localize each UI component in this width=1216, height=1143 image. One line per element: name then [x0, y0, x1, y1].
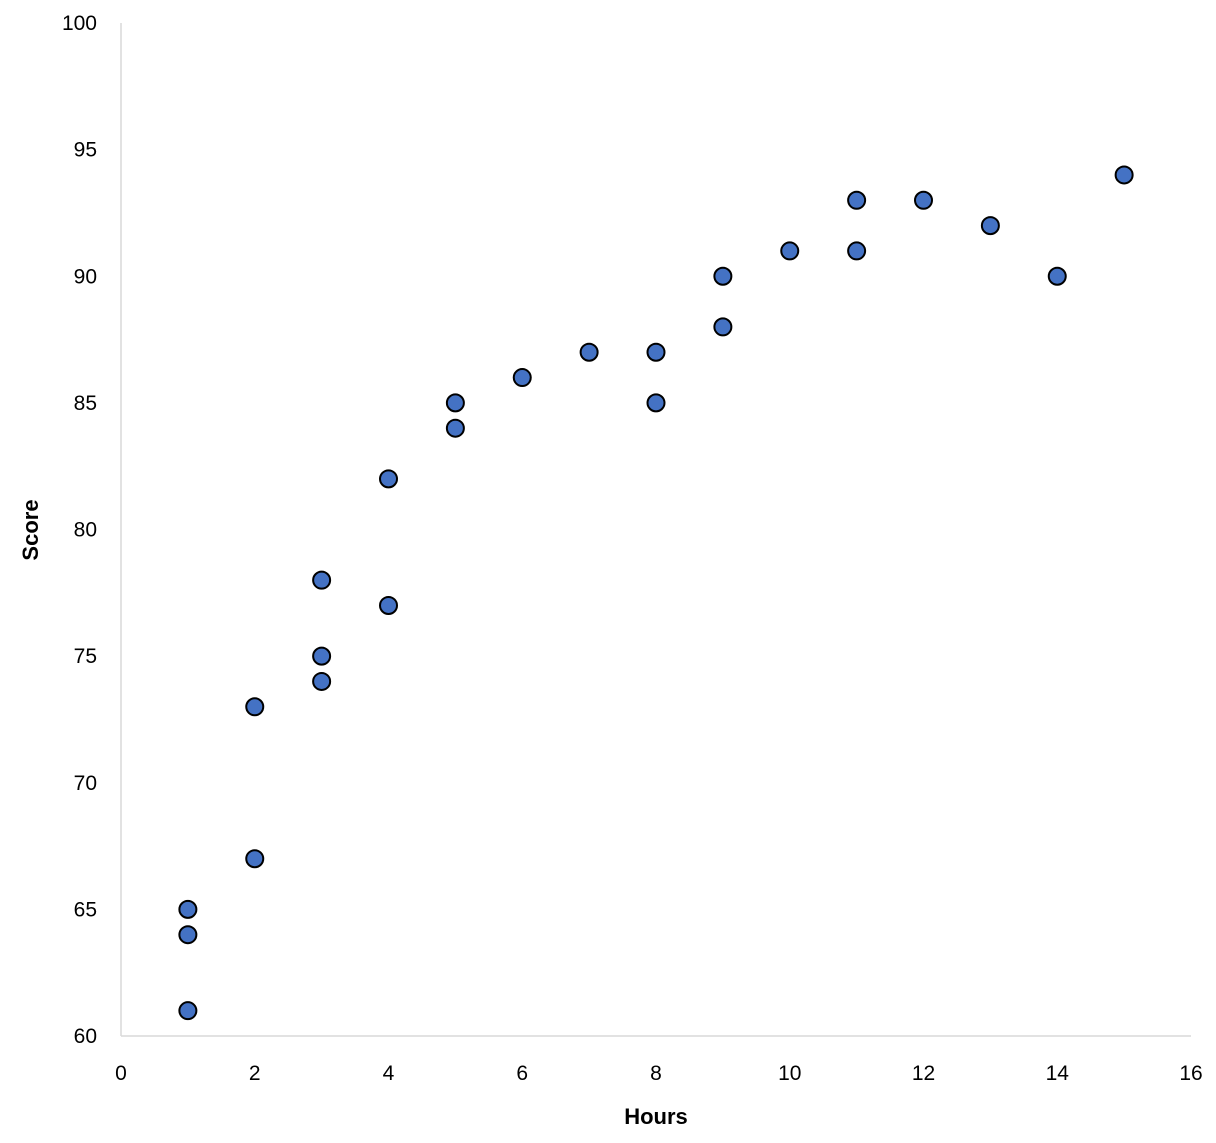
data-point [579, 342, 599, 362]
data-point [379, 469, 398, 489]
data-point [379, 595, 398, 615]
data-point [312, 671, 332, 691]
y-axis-title: Score [18, 499, 43, 560]
data-point [1047, 266, 1067, 286]
x-tick-label: 12 [912, 1062, 935, 1085]
x-tick-label: 16 [1179, 1062, 1202, 1085]
data-point [847, 241, 867, 261]
data-point [178, 899, 198, 919]
y-tick-label: 90 [74, 265, 97, 288]
x-axis-title: Hours [624, 1104, 688, 1129]
data-point [914, 190, 933, 210]
data-point [178, 1001, 198, 1021]
data-point [646, 393, 666, 413]
data-points [178, 165, 1134, 1021]
y-tick-label: 100 [62, 12, 97, 35]
x-tick-label: 6 [516, 1062, 528, 1085]
data-point [713, 317, 733, 337]
x-tick-label: 14 [1046, 1062, 1070, 1085]
data-point [445, 418, 465, 438]
data-point [780, 241, 800, 261]
x-tick-label: 4 [383, 1062, 395, 1085]
x-tick-label: 8 [650, 1062, 662, 1085]
y-tick-label: 70 [74, 772, 97, 795]
y-tick-label: 80 [74, 519, 97, 542]
y-tick-label: 95 [74, 139, 97, 162]
x-tick-label: 2 [249, 1062, 261, 1085]
y-tick-label: 75 [74, 645, 97, 668]
data-point [980, 216, 1000, 236]
data-point [646, 342, 666, 362]
y-tick-label: 85 [74, 392, 97, 415]
data-point [178, 925, 198, 945]
data-point [1114, 165, 1134, 185]
y-tick-label: 60 [74, 1025, 97, 1048]
data-point [245, 849, 265, 869]
data-point [847, 190, 867, 210]
data-point [312, 570, 332, 590]
y-tick-label: 65 [74, 898, 97, 921]
data-point [713, 266, 733, 286]
x-tick-labels: 0 2 4 6 8 10 12 14 16 [115, 1062, 1203, 1085]
data-point [512, 368, 532, 388]
y-tick-labels: 60 65 70 75 80 85 90 95 100 [62, 12, 97, 1048]
x-tick-label: 10 [778, 1062, 801, 1085]
data-point [312, 646, 332, 666]
data-point [445, 393, 465, 413]
x-tick-label: 0 [115, 1062, 127, 1085]
data-point [245, 697, 265, 717]
